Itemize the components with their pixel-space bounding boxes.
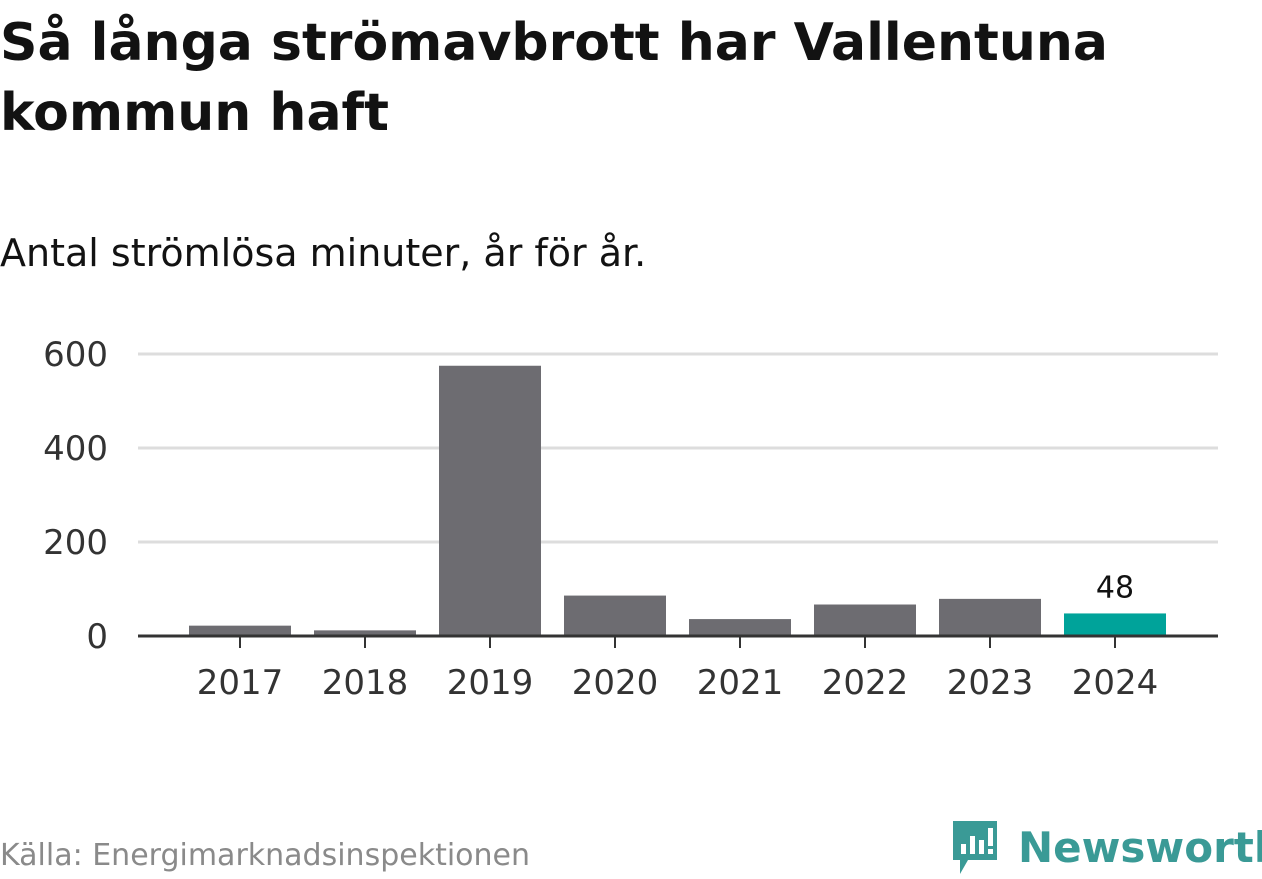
x-tick-label: 2019 — [447, 663, 534, 703]
bar-2024 — [1064, 613, 1166, 636]
bar-2023 — [939, 598, 1041, 636]
bar-2018 — [314, 630, 416, 636]
x-axis: 2017 2018 2019 2020 2021 2022 2023 2024 — [138, 634, 1218, 703]
bar-2020 — [564, 595, 666, 636]
brand-name: Newsworthy — [1018, 823, 1262, 872]
chart-subtitle: Antal strömlösa minuter, år för år. — [0, 231, 647, 275]
y-tick-label: 0 — [86, 617, 108, 657]
x-tick-label: 2018 — [322, 663, 409, 703]
bar-2017 — [189, 625, 291, 636]
data-labels: 48 — [1096, 570, 1134, 605]
x-tick-label: 2017 — [197, 663, 284, 703]
data-label: 48 — [1096, 570, 1134, 605]
y-tick-label: 600 — [43, 335, 108, 375]
bars — [189, 365, 1166, 636]
bar-chart-speech-bubble-icon — [953, 821, 997, 874]
newsworthy-logo: Newsworthy — [950, 818, 1262, 878]
grid-lines — [138, 352, 1218, 544]
bar-2022 — [814, 604, 916, 636]
x-tick-label: 2020 — [572, 663, 659, 703]
chart-title: Så långa strömavbrott har Vallentuna kom… — [0, 13, 1109, 143]
bar-2021 — [689, 619, 791, 636]
y-tick-label: 200 — [43, 523, 108, 563]
x-tick-label: 2023 — [947, 663, 1034, 703]
source-note: Källa: Energimarknadsinspektionen — [0, 838, 531, 873]
bar-2019 — [439, 365, 541, 636]
y-tick-label: 400 — [43, 429, 108, 469]
x-tick-label: 2024 — [1072, 663, 1159, 703]
y-axis-ticks: 0 200 400 600 — [43, 335, 108, 657]
x-tick-label: 2022 — [822, 663, 909, 703]
x-tick-label: 2021 — [697, 663, 784, 703]
